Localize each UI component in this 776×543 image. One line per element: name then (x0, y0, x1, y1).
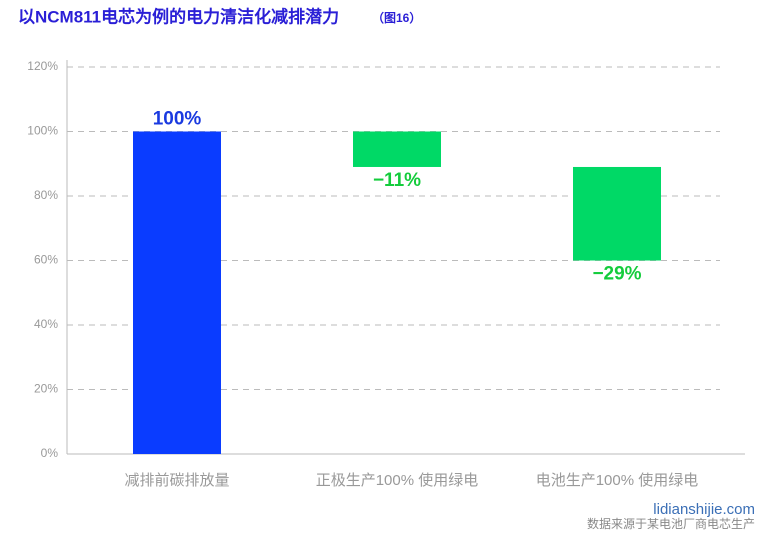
y-tick-label: 20% (34, 382, 58, 396)
value-label: −29% (592, 264, 641, 285)
x-tick-label: 正极生产100% 使用绿电 (316, 472, 479, 489)
bar (353, 131, 441, 167)
bar (133, 131, 221, 454)
x-tick-label: 电池生产100% 使用绿电 (536, 472, 699, 489)
y-tick-label: 0% (41, 446, 59, 460)
chart-title: 以NCM811电芯为例的电力清洁化减排潜力 (18, 6, 339, 26)
title-note: （图16） (372, 10, 421, 25)
y-tick-label: 60% (34, 253, 58, 267)
source: 数据来源于某电池厂商电芯生产 (587, 516, 755, 531)
value-label: −11% (373, 170, 421, 191)
y-tick-label: 100% (27, 124, 58, 138)
x-tick-label: 减排前碳排放量 (124, 472, 229, 489)
value-label: 100% (153, 109, 202, 130)
bar (573, 166, 661, 261)
y-tick-label: 80% (34, 188, 58, 202)
watermark: lidianshijie.com (653, 501, 755, 518)
y-tick-label: 40% (34, 317, 58, 331)
y-tick-label: 120% (27, 59, 58, 73)
